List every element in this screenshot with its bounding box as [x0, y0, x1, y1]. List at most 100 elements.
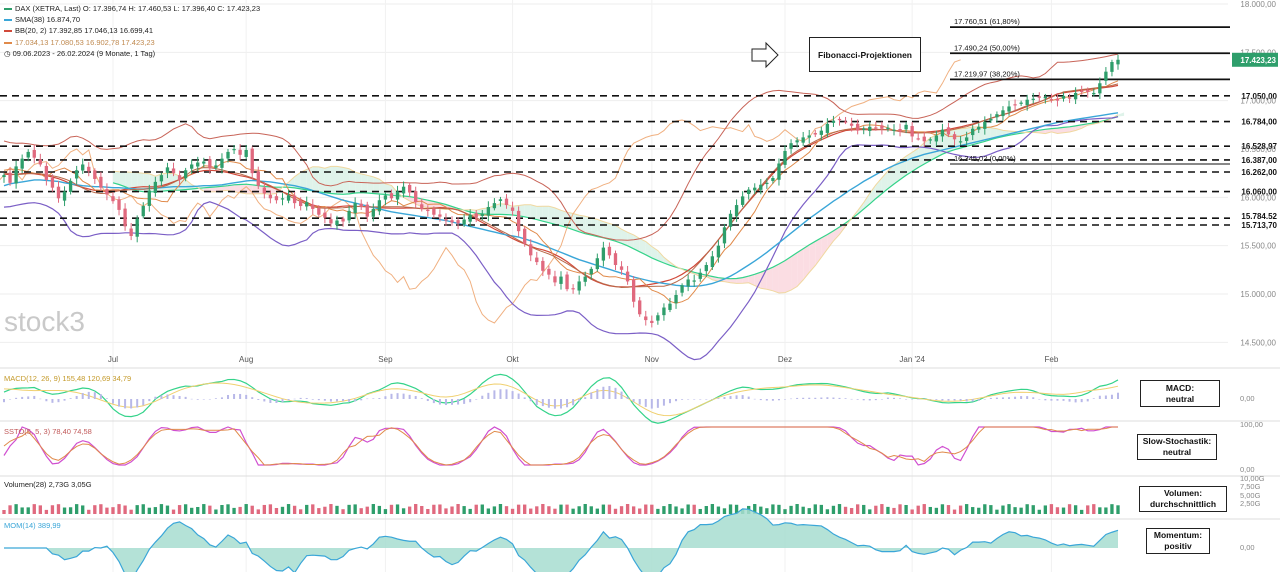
volume-bar [946, 505, 951, 514]
macd-histogram-bar [880, 399, 883, 400]
candle-body [371, 208, 375, 217]
macd-histogram-bar [535, 399, 538, 406]
cloud-segment [615, 225, 622, 244]
volume-bar [377, 505, 382, 514]
macd-histogram-bar [396, 393, 399, 399]
macd-histogram-bar [923, 398, 926, 399]
fibonacci-box: Fibonacci-Projektionen [809, 37, 921, 72]
macd-histogram-bar [202, 399, 205, 400]
panel-tick: 10,00G [1240, 474, 1265, 483]
macd-histogram-bar [118, 399, 121, 407]
volume-bar [631, 506, 636, 514]
last-price-label: 17.423,23 [1240, 56, 1276, 65]
volume-bar [595, 508, 599, 514]
volume-bar [886, 506, 890, 514]
time-tick: Okt [506, 355, 519, 364]
candle-body [880, 125, 884, 129]
volume-bar [559, 504, 563, 514]
cloud-segment [591, 217, 598, 237]
volume-bar [359, 508, 363, 514]
volume-bar [1037, 509, 1041, 514]
candle-body [631, 279, 636, 302]
volume-bar [1092, 504, 1096, 514]
macd-histogram-bar [269, 399, 272, 403]
candle-body [716, 245, 721, 258]
macd-histogram-bar [1074, 399, 1077, 403]
volume-bar [529, 508, 533, 514]
macd-histogram-bar [899, 398, 902, 399]
panel-tick: 0,00 [1240, 543, 1255, 552]
macd-histogram-bar [457, 399, 460, 405]
volume-bar [862, 504, 866, 514]
cloud-segment [924, 138, 931, 164]
volume-bar [656, 508, 660, 514]
candle-body [916, 138, 920, 140]
time-tick: Feb [1045, 355, 1059, 364]
candle-body [698, 272, 702, 279]
candle-body [238, 149, 242, 155]
candle-body [922, 136, 926, 142]
level-label: 16.060,00 [1241, 188, 1277, 197]
volume-bar [971, 507, 975, 514]
volume-callout: Volumen: durchschnittlich [1139, 486, 1227, 512]
candle-body [262, 187, 267, 194]
volume-bar [916, 505, 920, 514]
volume-bar [674, 506, 678, 514]
candle-body [1116, 59, 1120, 65]
candle-body [801, 137, 805, 143]
candle-body [644, 316, 648, 321]
cloud-segment [748, 274, 755, 286]
candle-body [99, 176, 103, 188]
macd-histogram-bar [560, 399, 562, 409]
cloud-segment [887, 165, 894, 189]
level-label: 15.784,52 [1241, 212, 1277, 221]
cloud-segment [821, 234, 828, 258]
volume-bar [1013, 507, 1017, 514]
candle-body [105, 189, 109, 195]
macd-histogram-bar [668, 399, 671, 404]
macd-histogram-bar [935, 399, 938, 400]
candle-body [625, 271, 630, 282]
time-tick: Jul [108, 355, 118, 364]
cloud-segment [960, 128, 967, 148]
candle-body [56, 186, 61, 199]
volume-bar [541, 504, 545, 514]
volume-bar [523, 504, 527, 514]
macd-histogram-bar [717, 398, 720, 399]
cloud-segment [609, 223, 616, 242]
candle-body [68, 180, 73, 192]
candle-body [523, 228, 527, 244]
candle-body [335, 220, 339, 226]
watermark: stock3 [4, 306, 85, 337]
volume-bar [989, 505, 993, 514]
indicator-lines [0, 53, 1119, 361]
cloud-segment [803, 244, 810, 280]
volume-bar [553, 508, 557, 514]
volume-bar [123, 505, 127, 514]
level-label-bg [1232, 140, 1278, 153]
cloud-segment [809, 241, 816, 273]
bb-lower-line [3, 116, 1119, 361]
stoch-callout-value: neutral [1162, 447, 1192, 457]
macd-histogram-bar [317, 399, 320, 401]
volume-bar [952, 509, 957, 514]
volume-bar [607, 504, 612, 514]
volume-bar [662, 506, 666, 514]
cloud-segment [318, 166, 325, 193]
macd-histogram-bar [75, 395, 78, 399]
candle-body [1110, 62, 1114, 72]
volume-bar [625, 504, 630, 514]
macd-histogram-bar [432, 399, 435, 404]
macd-histogram-bar [971, 399, 974, 402]
candle-body [32, 149, 36, 158]
macd-histogram-bar [1026, 396, 1029, 399]
cloud-segment [330, 166, 337, 194]
volume-bar [849, 508, 854, 514]
volume-bar [444, 508, 448, 514]
volume-bar [789, 505, 793, 514]
cloud-segment [554, 207, 561, 226]
macd-histogram-bar [451, 399, 454, 405]
fibonacci-label: 17.219,97 (38,20%) [954, 69, 1020, 78]
macd-histogram-bar [136, 399, 139, 408]
volume-bar [910, 509, 914, 514]
